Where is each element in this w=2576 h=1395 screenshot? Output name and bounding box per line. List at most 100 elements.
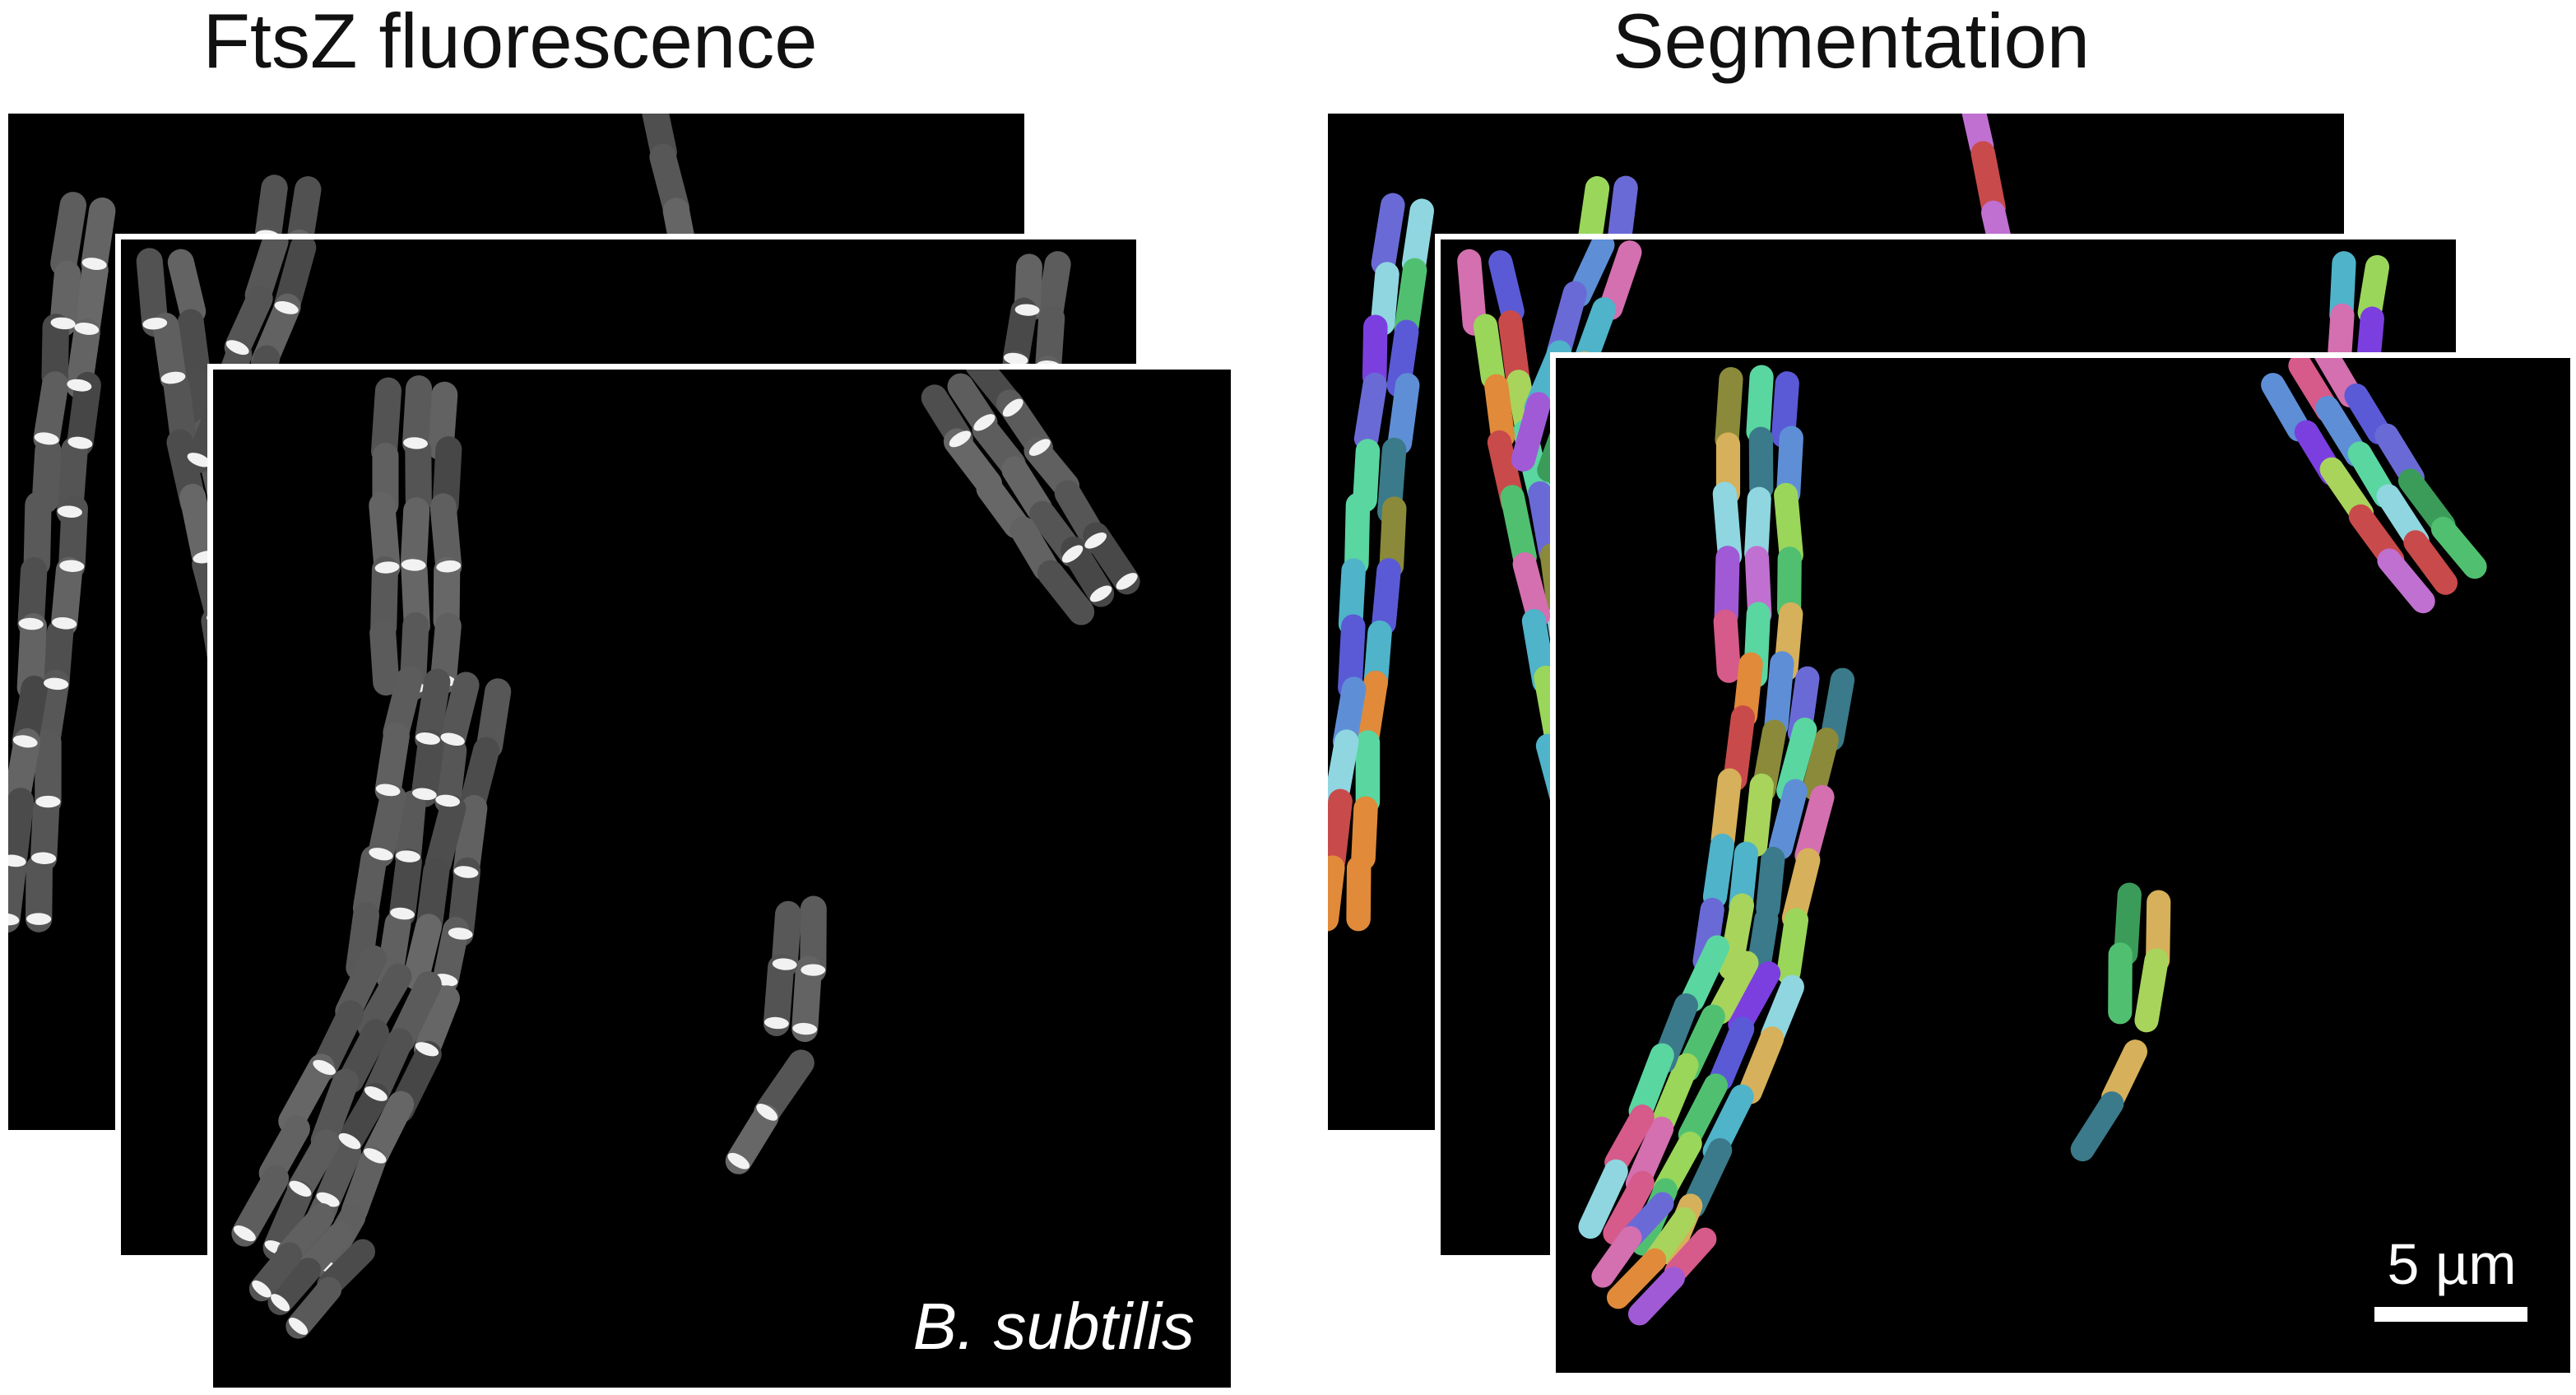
bacterial-cell [262,1180,313,1261]
segmented-cell [1723,705,1755,792]
segmented-cell [1578,1159,1628,1239]
bacterial-cell [642,114,677,166]
bacterial-cell [1037,560,1095,625]
segmented-cell [1528,481,1563,565]
segmented-cell [1743,773,1774,858]
segmented-cell [1607,175,1638,253]
segmented-cell [1353,439,1381,513]
segmented-cell [1712,481,1743,569]
segmented-cell [1591,1225,1642,1288]
ftsz-ring [1084,532,1107,549]
ftsz-ring [67,436,93,449]
segmented-cell [1457,249,1487,336]
segmented-cell [1328,855,1345,932]
segmented-cell [1771,371,1799,449]
ftsz-ring [764,1016,789,1030]
ftsz-ring [1002,398,1023,417]
bacterial-cell [8,853,27,932]
bacterial-cell [1061,536,1115,607]
ftsz-ring [35,795,61,808]
segmented-cell [1820,667,1855,751]
segmented-cell [1628,1043,1674,1123]
ftsz-ring [142,317,168,330]
ftsz-ring [772,958,797,970]
species-label: B. subtilis [912,1290,1195,1363]
ftsz-ring [160,371,186,384]
ftsz-ring [52,617,77,630]
segmented-cell [1708,951,1759,1025]
segmented-cell [2327,303,2355,371]
ftsz-ring [949,430,972,448]
ftsz-ring [81,258,107,271]
bacterial-cell [163,373,197,450]
ftsz-ring [363,1148,387,1164]
segmented-cell [1680,935,1730,1012]
fluorescence-panel-title: FtsZ fluorescence [202,0,818,84]
segmented-cell [1512,552,1551,628]
ftsz-ring [274,300,299,314]
bacterial-cell [367,784,406,867]
segmented-cell [1328,788,1353,873]
bacterial-cell [943,428,1003,497]
ftsz-ring [390,907,415,920]
bacterial-cell [972,416,1026,477]
ftsz-ring [792,1022,818,1035]
segmented-cell [1764,651,1794,738]
ftsz-ring [403,437,428,449]
segmented-cell [2101,1039,2148,1109]
segmented-cell [1713,609,1741,683]
ftsz-ring [316,1192,340,1207]
segmented-cell [1488,250,1525,323]
segmented-cell [1371,193,1405,276]
segmented-cell [1719,893,1754,980]
bacterial-cell [285,1276,342,1339]
segmented-cell [1776,908,1809,985]
ftsz-ring [313,1059,337,1076]
segmented-cell [2070,1091,2124,1162]
bacterial-cell [403,914,442,990]
bacterial-cell [370,556,398,640]
ftsz-ring [412,788,437,801]
segmented-cell [2344,383,2391,444]
bacterial-cell [429,493,462,580]
segmented-cell [1500,485,1537,570]
segmented-cell [1961,114,1994,159]
segmented-cell [1802,728,1839,801]
fluorescence-frame-front: B. subtilis [207,364,1237,1393]
bacterial-cell [136,248,169,337]
segmented-cell [1738,1026,1785,1104]
bacterial-cell [402,375,433,457]
ftsz-ring [364,1086,388,1101]
segmented-cell [2397,468,2456,537]
bacterial-cell [389,849,422,928]
segmented-cell [1573,297,1617,372]
bacterial-cell [432,917,470,993]
ftsz-ring [225,340,249,356]
bacterial-cell [177,309,211,390]
segmented-cell [1746,365,1774,444]
ftsz-ring [436,560,462,573]
segmented-cell [1776,546,1802,621]
segmented-cell [1746,907,1779,984]
segmented-cell [1709,1016,1755,1091]
bacterial-cell [1001,456,1053,522]
bacterial-cell [152,313,187,392]
bacterial-cell [23,491,52,577]
ftsz-ring [59,560,85,572]
ftsz-ring [271,1294,290,1312]
bacterial-cell [50,192,87,277]
bacterial-cell [224,285,273,361]
ftsz-ring [43,677,69,691]
ftsz-ring [50,317,76,330]
bacterial-cell [41,314,69,390]
segmentation-frame-front: 5 µm [1550,352,2576,1379]
segmented-cell [1728,961,1781,1037]
ftsz-ring [30,852,57,864]
segmentation-mask-front [1578,358,2487,1326]
segmented-cell [1379,496,1407,579]
bacterial-cell [49,260,81,337]
bacterial-cell [58,495,88,579]
bacterial-cell [167,249,207,325]
bacterial-cell [179,483,219,570]
bacterial-cell [30,795,60,872]
